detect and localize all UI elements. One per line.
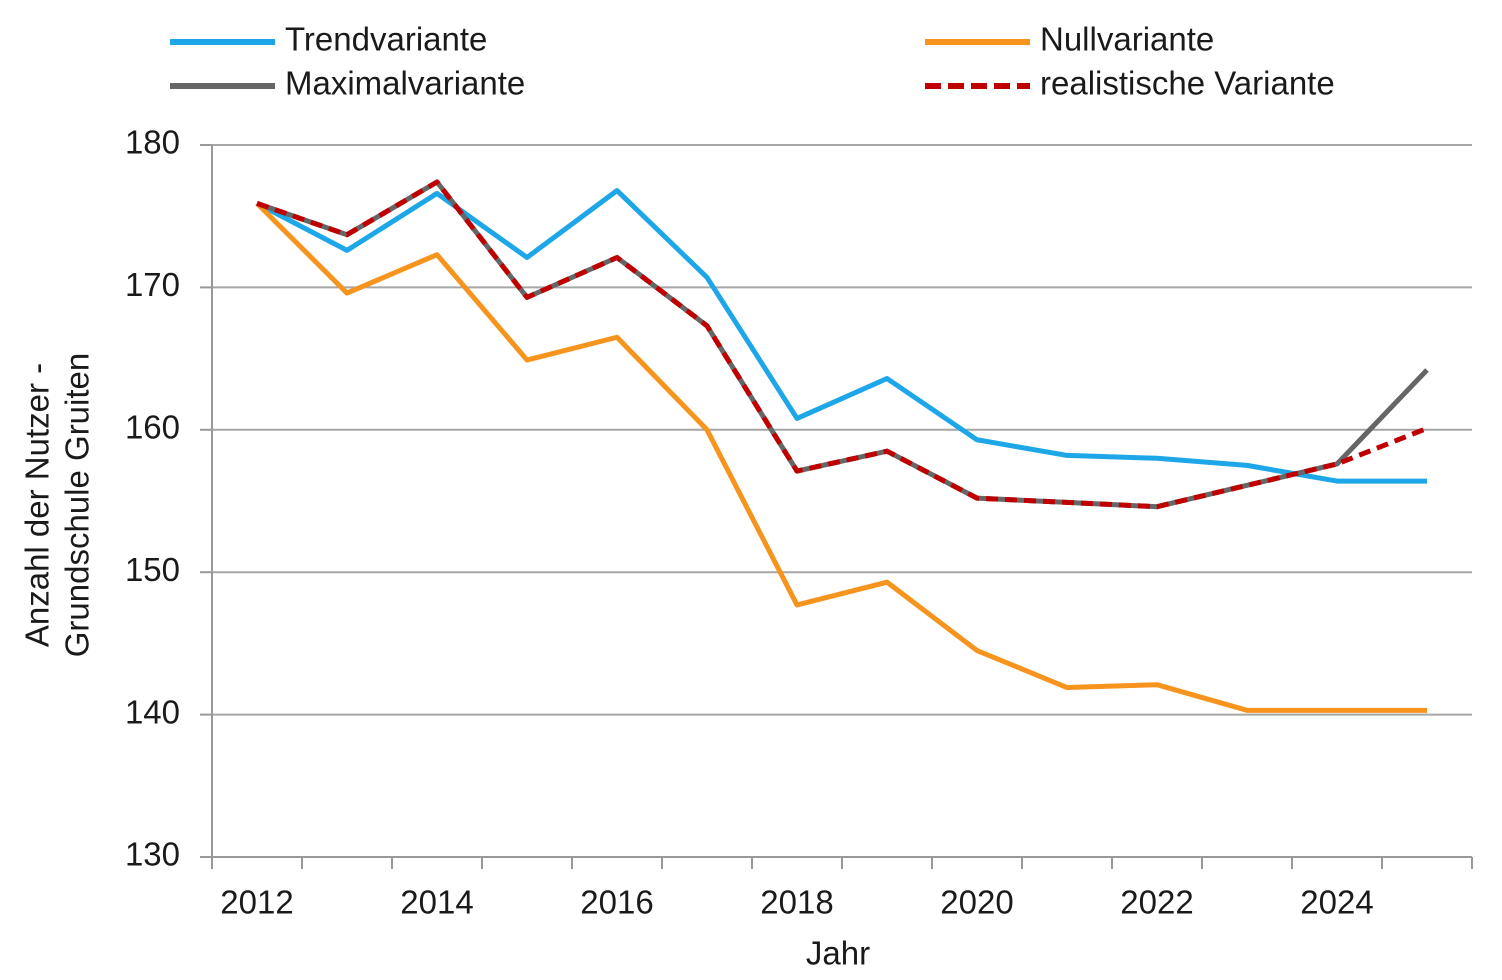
- legend-label: Maximalvariante: [285, 65, 525, 102]
- x-tick-label: 2016: [580, 884, 653, 921]
- x-tick-label: 2024: [1300, 884, 1373, 921]
- x-axis-label: Jahr: [806, 935, 870, 972]
- series-line: [256, 179, 1428, 510]
- y-tick-label: 180: [125, 124, 180, 161]
- x-tick-label: 2020: [940, 884, 1013, 921]
- series-line: [255, 201, 1427, 713]
- y-tick-label: 150: [125, 551, 180, 588]
- x-tick-label: 2012: [220, 884, 293, 921]
- y-tick-label: 160: [125, 409, 180, 446]
- y-tick-label: 170: [125, 266, 180, 303]
- y-tick-label: 140: [125, 693, 180, 730]
- legend-label: realistische Variante: [1040, 65, 1335, 102]
- y-axis-label: Anzahl der Nutzer - Grundschule Gruiten: [19, 353, 96, 658]
- y-axis-label-line: Anzahl der Nutzer -: [19, 363, 56, 647]
- legend-label: Nullvariante: [1040, 21, 1214, 58]
- legend-label: Trendvariante: [285, 21, 487, 58]
- x-tick-label: 2022: [1120, 884, 1193, 921]
- x-tick-label: 2018: [760, 884, 833, 921]
- y-axis-label-line: Grundschule Gruiten: [59, 353, 96, 658]
- y-tick-label: 130: [125, 836, 180, 873]
- x-tick-label: 2014: [400, 884, 473, 921]
